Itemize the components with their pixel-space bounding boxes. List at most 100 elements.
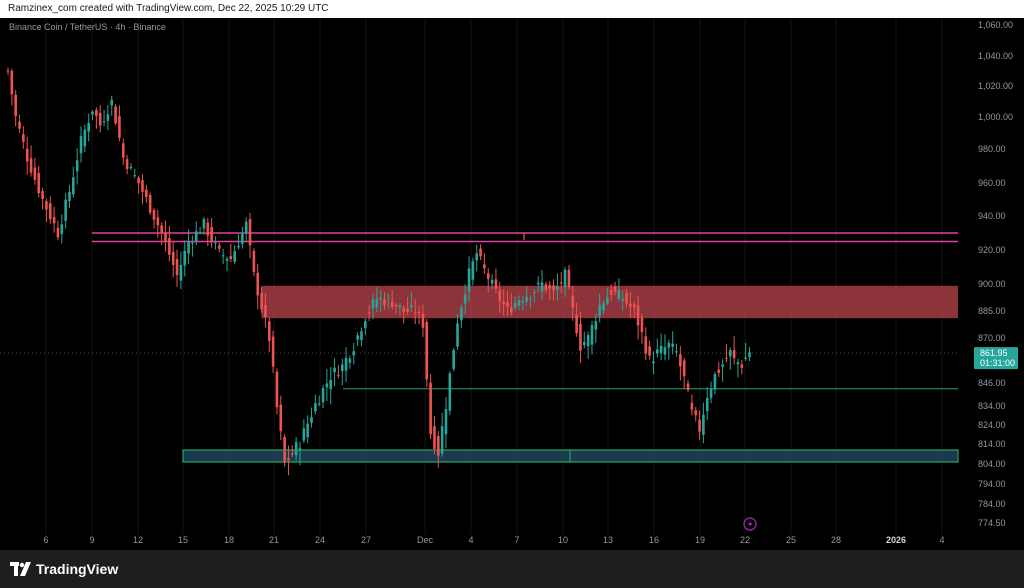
y-tick-label: 804.00 [978, 459, 1006, 469]
candle-body [390, 301, 394, 307]
candle [110, 95, 114, 116]
candle [237, 234, 240, 250]
candle-body [233, 251, 236, 262]
candle-body [279, 404, 283, 432]
candle-body [241, 232, 244, 245]
candle-body [291, 453, 294, 455]
candle [325, 368, 329, 402]
candle-body [586, 335, 590, 347]
candle-body [640, 317, 644, 333]
candle-body [617, 290, 621, 299]
candle [609, 284, 613, 302]
footer-bar: TradingView [0, 550, 1024, 588]
candle-body [87, 122, 90, 132]
candle-body [498, 290, 502, 301]
candles-layer [6, 67, 751, 476]
candle [340, 358, 344, 386]
candle-body [460, 307, 463, 321]
replay-icon[interactable] [743, 517, 757, 531]
candle-body [348, 358, 352, 363]
candle-body [275, 371, 279, 408]
candle-body [467, 268, 471, 292]
candle [244, 217, 248, 243]
candle [206, 218, 210, 246]
candle [56, 220, 60, 241]
candle [256, 264, 260, 310]
candle [498, 281, 502, 314]
candle [48, 196, 52, 224]
candle [556, 273, 559, 301]
candle [348, 355, 352, 369]
candle [606, 288, 609, 306]
candle-body [237, 245, 240, 248]
candle-body [91, 111, 94, 115]
candle-body [333, 367, 336, 373]
candle [164, 220, 167, 252]
candle-body [429, 382, 432, 435]
candle [121, 138, 125, 166]
candle [713, 371, 717, 395]
candle [202, 216, 206, 235]
zones-layer [0, 18, 959, 535]
x-axis: 6 9 12 15 18 21 24 27 Dec 4 7 10 13 16 19 22 25 28 2026 4 [43, 535, 944, 545]
candle [248, 213, 252, 259]
candle-body [321, 388, 325, 403]
candle [479, 244, 482, 261]
tradingview-logo[interactable]: TradingView [10, 561, 118, 577]
candle [513, 296, 517, 312]
candle-body [609, 290, 613, 295]
candle [456, 313, 459, 350]
candle-body [475, 253, 479, 261]
candle [329, 366, 333, 405]
countdown-label: 01:31:00 [980, 358, 1015, 368]
candle-body [632, 304, 636, 308]
x-tick-label: 16 [649, 535, 659, 545]
candle [352, 342, 356, 365]
candle-body [486, 273, 490, 280]
candle [333, 358, 336, 387]
candle [463, 284, 467, 315]
candle [598, 293, 601, 323]
candle [705, 386, 709, 421]
candle-body [317, 403, 321, 405]
x-tick-label: 4 [939, 535, 944, 545]
candle [548, 280, 552, 301]
candle [394, 302, 398, 314]
candle [679, 346, 682, 381]
candle [33, 157, 37, 185]
candle [567, 264, 571, 290]
candle [621, 290, 625, 311]
candle [137, 175, 140, 194]
candle [594, 313, 598, 343]
candle-body [329, 379, 333, 390]
candle [740, 359, 744, 375]
candle-body [68, 191, 71, 202]
candle [198, 226, 202, 235]
y-tick-label: 814.00 [978, 439, 1006, 449]
candle [302, 419, 306, 444]
candle-body [371, 299, 375, 309]
candle [494, 268, 498, 294]
candle [467, 256, 471, 302]
candle-body [571, 295, 575, 308]
y-tick-label: 960.00 [978, 178, 1006, 188]
candle-body [325, 383, 329, 388]
candle-body [663, 347, 667, 355]
candle-body [121, 143, 125, 158]
candle-body [579, 323, 582, 351]
y-tick-label: 885.00 [978, 306, 1006, 316]
candle-body [613, 286, 617, 292]
candle-body [145, 189, 148, 197]
current-price-label: 861.95 [980, 348, 1008, 358]
candle-body [152, 210, 156, 220]
candle-body [452, 350, 455, 369]
candle-body [410, 305, 413, 308]
chart-svg[interactable]: 1,060.001,040.001,020.001,000.00980.0096… [0, 18, 1024, 550]
candle [310, 407, 313, 428]
candle-body [171, 251, 175, 265]
candle-body [283, 436, 286, 463]
candle-body [179, 264, 183, 281]
candle-body [413, 312, 417, 314]
candle [425, 319, 429, 388]
candle-body [294, 442, 298, 456]
